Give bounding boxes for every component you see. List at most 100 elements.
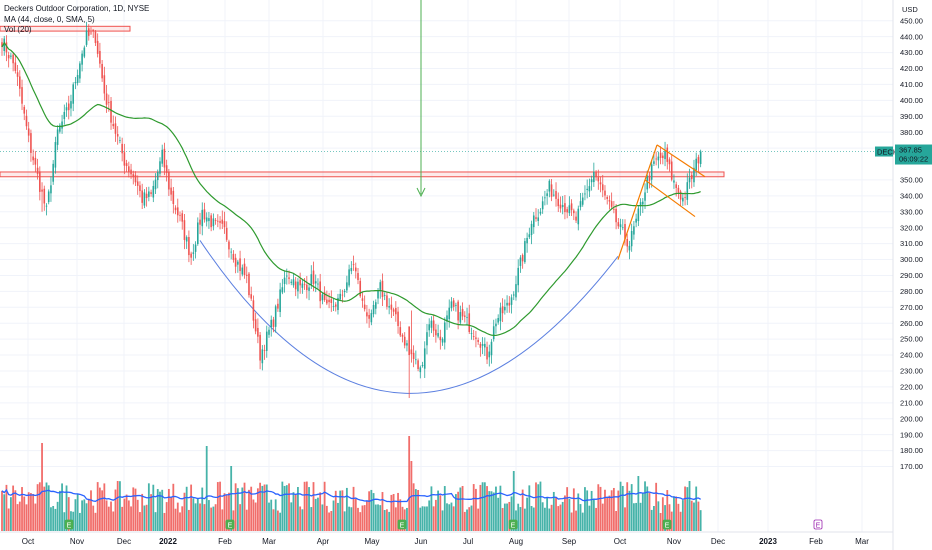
candle-body [383,295,386,296]
volume-bar [87,498,90,531]
volume-bar [14,490,17,531]
candle-body [506,302,508,306]
candle-body [314,281,317,284]
candle-body [581,197,584,205]
candle-body [475,337,477,339]
candle-body [254,319,257,332]
candle-body [114,123,117,134]
volume-bar [27,492,30,531]
candle-body [408,326,410,356]
candle-body [504,306,506,311]
volume-bar [590,490,593,531]
volume-bar [101,490,104,531]
candle-body [43,188,46,204]
candle-body [613,208,615,210]
volume-bar [176,502,179,531]
volume-bar [668,504,671,531]
volume-bar [163,512,166,531]
volume-bar [205,446,208,531]
candle-body [87,28,90,36]
candle-body [423,348,426,369]
volume-bar [277,510,279,531]
volume-bar [63,512,66,531]
volume-bar [270,499,273,531]
candle-body [532,215,535,228]
candle-body [108,102,110,104]
candle-body [50,185,52,194]
time-tick-label: Oct [614,537,627,546]
candle-body [695,158,697,171]
candle-body [210,215,212,228]
volume-bar [570,512,573,531]
candle-body [174,207,177,211]
candle-body [306,284,308,291]
volume-bar [523,508,526,531]
volume-bar [552,491,555,531]
candle-body [36,167,39,174]
candle-body [143,192,146,206]
volume-bar [512,471,515,531]
candle-body [16,72,19,77]
candle-body [584,193,586,195]
volume-bar [194,503,197,531]
volume-bar [268,502,270,531]
volume-bar [50,507,52,531]
volume-bar [530,506,533,531]
flag-left-line [644,144,658,181]
volume-bar [212,506,215,531]
candle-body [168,171,170,190]
volume-bar [161,489,164,531]
candle-body [377,290,379,299]
candle-body [675,184,677,189]
candle-body [406,343,408,346]
price-tick-label: 270.00 [900,303,923,312]
volume-bar [350,507,353,531]
candle-body [34,157,37,165]
candle-body [697,157,700,164]
candle-body [535,217,537,219]
volume-bar [125,494,128,531]
volume-bar [408,436,411,531]
volume-bar [256,488,259,531]
volume-bar [690,500,693,531]
candle-body [346,282,348,291]
candle-body [312,270,315,284]
volume-bar [290,502,293,531]
candle-body [10,55,12,57]
candle-body [659,152,662,158]
resistance-band [0,171,725,178]
candle-body [662,155,664,159]
legend-ma: MA (44, close, 0, SMA, 5) [4,14,95,24]
volume-bar [599,486,602,531]
candle-body [321,294,324,301]
volume-bar [697,501,700,531]
candle-body [194,244,197,252]
candle-body [199,219,201,225]
volume-bar [201,487,204,531]
volume-bar [477,508,480,531]
volume-bar [90,490,92,531]
candle-body [159,161,161,174]
candle-body [141,190,143,203]
volume-bar [619,481,622,531]
volume-bar [541,502,544,531]
volume-bar [461,486,464,531]
candle-body [610,201,613,207]
candle-body [495,323,497,327]
price-tick-label: 220.00 [900,382,923,391]
candle-body [192,252,195,254]
volume-ma-line [1,488,701,503]
candle-body [123,152,126,166]
time-tick-label: Mar [262,537,276,546]
candle-body [163,148,166,168]
candle-body [466,316,468,318]
candle-body [176,207,179,216]
candle-body [99,50,101,64]
volume-bar [283,485,286,531]
volume-bar [648,492,651,531]
price-tick-label: 170.00 [900,462,923,471]
candle-body [615,208,617,223]
volume-bar [586,490,589,531]
volume-bar [339,490,342,531]
